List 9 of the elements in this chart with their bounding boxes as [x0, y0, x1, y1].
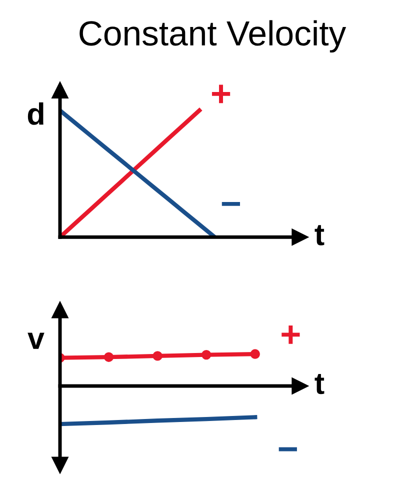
series-label: −	[278, 447, 297, 452]
series-label: +	[282, 326, 300, 344]
series-label: +	[212, 84, 230, 104]
x-axis-title: t	[314, 374, 324, 394]
chart-title: Constant Velocity	[80, 20, 346, 53]
series-label: −	[222, 202, 240, 206]
x-axis-title: t	[314, 225, 324, 246]
y-axis-title: d	[28, 102, 44, 125]
y-axis-title: v	[28, 332, 44, 349]
